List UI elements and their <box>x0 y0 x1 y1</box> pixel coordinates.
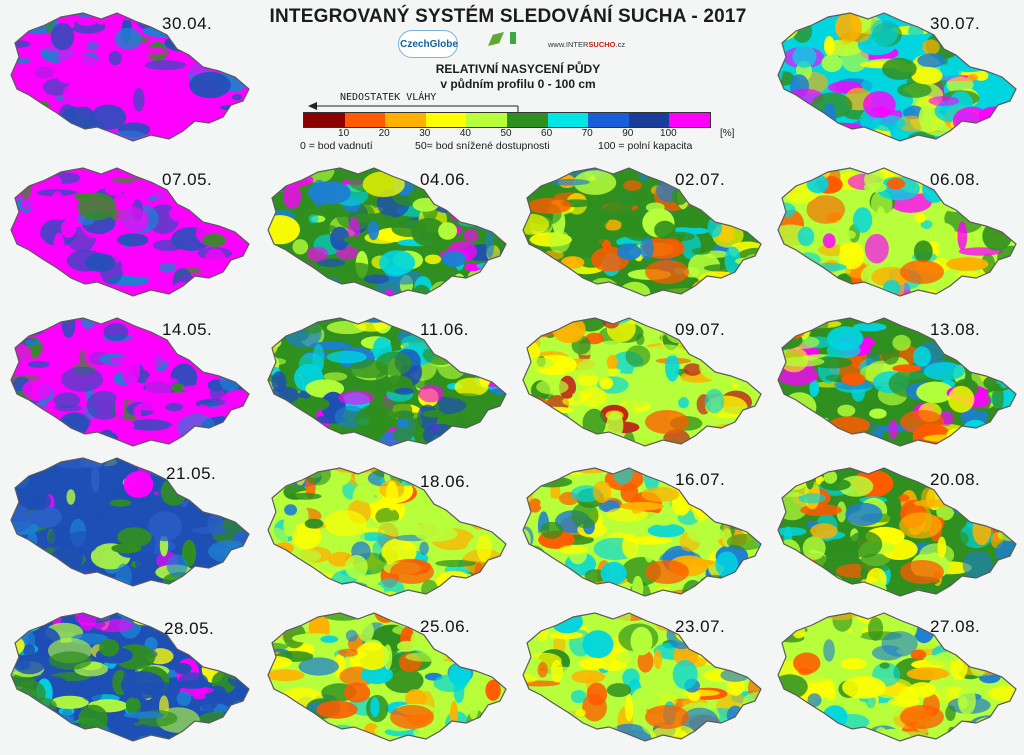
soil-moisture-map <box>5 310 255 450</box>
mendel-university-logo <box>510 32 536 54</box>
scale-swatch <box>385 113 426 127</box>
scale-swatch <box>669 113 710 127</box>
map-date-label: 06.08. <box>930 170 981 189</box>
scale-tick-label: 100 <box>660 128 677 139</box>
map-date-label: 25.06. <box>420 617 471 636</box>
map-date-label: 07.05. <box>162 170 213 189</box>
map-date-label: 04.06. <box>420 170 471 189</box>
soil-moisture-map <box>5 450 255 590</box>
map-date-label: 13.08. <box>930 320 981 339</box>
czechglobe-tagline <box>460 32 486 50</box>
map-date-label: 16.07. <box>675 470 726 489</box>
legend-arrow-label: NEDOSTATEK VLÁHY <box>340 92 437 103</box>
map-date-label: 11.06. <box>420 320 470 339</box>
scale-tick-label: 90 <box>622 128 634 139</box>
scale-swatch <box>344 113 386 127</box>
scale-tick-label: 60 <box>541 128 553 139</box>
page-title: INTEGROVANÝ SYSTÉM SLEDOVÁNÍ SUCHA - 201… <box>269 6 747 27</box>
color-scale-bar <box>303 112 711 128</box>
leaf-icon <box>488 32 504 46</box>
legend-note-wilting: 0 = bod vadnutí <box>300 140 373 152</box>
map-date-label: 30.04. <box>162 14 213 33</box>
soil-moisture-map <box>517 605 767 745</box>
soil-moisture-map <box>5 605 255 745</box>
map-date-label: 30.07. <box>930 14 981 33</box>
scale-tick-label: 70 <box>581 128 593 139</box>
scale-swatch <box>304 113 345 127</box>
map-date-label: 21.05. <box>166 464 217 483</box>
soil-moisture-map <box>517 310 767 450</box>
map-date-label: 23.07. <box>675 617 726 636</box>
scale-swatch <box>547 113 589 127</box>
scale-tick-label: 20 <box>378 128 390 139</box>
scale-tick-label: 30 <box>419 128 431 139</box>
logo-strip: CzechGlobe www.INTERSUCHO.cz <box>398 28 638 68</box>
legend-note-field-capacity: 100 = polní kapacita <box>598 140 693 152</box>
map-date-label: 18.06. <box>420 472 471 491</box>
czechglobe-logo-text: CzechGlobe <box>400 38 458 50</box>
map-date-label: 28.05. <box>164 619 215 638</box>
scale-unit: [%] <box>720 128 735 139</box>
soil-moisture-map <box>772 5 1022 145</box>
map-date-label: 02.07. <box>675 170 726 189</box>
soil-moisture-map <box>262 310 512 450</box>
scale-tick-label: 10 <box>338 128 350 139</box>
soil-moisture-map <box>262 160 512 300</box>
scale-tick-label: 50 <box>500 128 512 139</box>
czechglobe-logo: CzechGlobe <box>398 30 458 58</box>
map-subtitle: RELATIVNÍ NASYCENÍ PŮDY v půdním profilu… <box>398 62 638 92</box>
soil-moisture-map <box>5 5 255 145</box>
scale-swatch <box>588 113 629 127</box>
soil-moisture-map <box>517 160 767 300</box>
scale-swatch <box>628 113 670 127</box>
soil-moisture-map <box>772 605 1022 745</box>
subtitle-line-2: v půdním profilu 0 - 100 cm <box>440 77 596 91</box>
legend-note-reduced-availability: 50= bod snížené dostupnosti <box>415 140 550 152</box>
soil-moisture-map <box>772 160 1022 300</box>
university-mark-icon <box>510 32 516 44</box>
soil-moisture-map <box>772 460 1022 600</box>
map-date-label: 14.05. <box>162 320 213 339</box>
scale-swatch <box>425 113 467 127</box>
scale-swatch <box>506 113 548 127</box>
map-date-label: 27.08. <box>930 617 981 636</box>
soil-moisture-map <box>517 460 767 600</box>
map-date-label: 20.08. <box>930 470 981 489</box>
soil-moisture-map <box>262 605 512 745</box>
soil-moisture-map <box>5 160 255 300</box>
scale-tick-label: 40 <box>459 128 471 139</box>
subtitle-line-1: RELATIVNÍ NASYCENÍ PŮDY <box>435 62 601 76</box>
soil-moisture-map <box>262 460 512 600</box>
scale-swatch <box>466 113 507 127</box>
intersucho-link[interactable]: www.INTERSUCHO.cz <box>548 40 626 49</box>
soil-moisture-map <box>772 310 1022 450</box>
map-date-label: 09.07. <box>675 320 726 339</box>
